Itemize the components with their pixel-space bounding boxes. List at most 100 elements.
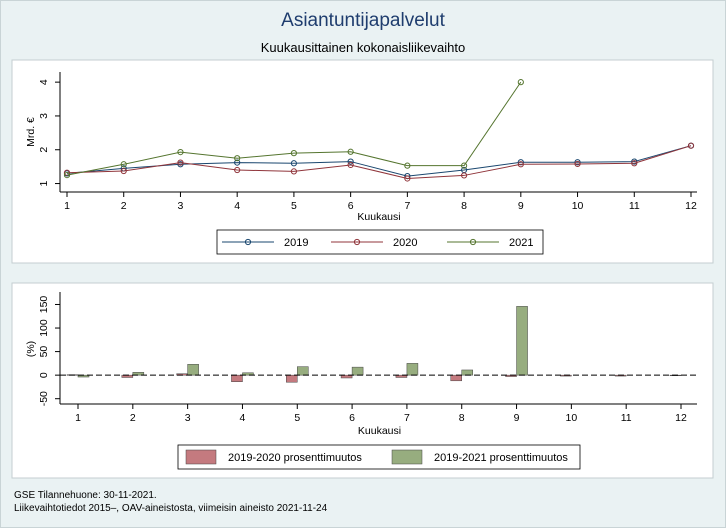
line-point-2021: [404, 162, 411, 169]
line-point-2021: [63, 171, 71, 179]
line-x-axis-title: Kuukausi: [357, 211, 400, 223]
bar-legend: 2019-2020 prosenttimuutos 2019-2021 prose…: [177, 444, 581, 470]
line-series-2019: [66, 145, 692, 177]
line-point-2020: [460, 172, 468, 179]
line-x-tick-label: 2: [121, 200, 127, 212]
bar-legend-swatch-bar2020: [185, 449, 217, 465]
line-x-tick-label: 6: [348, 200, 354, 212]
bar-y-tick-label: 0: [38, 372, 50, 378]
bar-x-tick-label: 1: [75, 412, 81, 424]
chart-title: Asiantuntijapalvelut: [281, 10, 445, 31]
bar-x-tick-label: 5: [294, 412, 300, 424]
line-point-2019: [631, 158, 638, 165]
bar-bar2020: [450, 374, 462, 382]
bar-bar2021: [297, 366, 309, 376]
line-legend-label: 2020: [393, 237, 417, 249]
bar-bar2021: [187, 364, 199, 376]
line-point-2021: [347, 148, 354, 155]
bar-bar2021: [351, 366, 364, 376]
line-x-tick-label: 10: [572, 200, 584, 212]
line-point-2020: [347, 161, 354, 169]
line-legend-label: 2021: [509, 237, 533, 249]
bar-x-tick-label: 6: [349, 412, 355, 424]
bar-bar2021: [242, 372, 254, 376]
bar-x-tick-label: 7: [404, 412, 410, 424]
bar-bar2020: [340, 374, 353, 379]
line-point-2020: [290, 168, 298, 175]
line-x-tick-label: 7: [404, 200, 410, 212]
line-point-2019: [517, 159, 524, 166]
line-chart-series: [63, 79, 695, 182]
line-point-2020: [687, 142, 695, 149]
bar-bar2020: [286, 374, 298, 383]
bar-x-tick-label: 9: [514, 412, 520, 424]
line-point-2021: [517, 79, 524, 86]
line-y-tick-label: 4: [38, 79, 50, 85]
line-legend-marker-2020: [353, 238, 361, 246]
line-y-tick-label: 1: [38, 180, 50, 186]
line-panel-background: [11, 59, 714, 264]
bar-x-tick-label: 10: [566, 412, 578, 424]
bar-bar2020: [395, 374, 408, 378]
bar-x-tick-label: 8: [459, 412, 465, 424]
line-point-2019: [234, 159, 241, 166]
line-point-2020: [517, 161, 524, 168]
line-x-tick-label: 11: [629, 200, 640, 212]
line-x-tick-label: 8: [461, 200, 467, 212]
chart-subtitle: Kuukausittainen kokonaisliikevaihto: [260, 40, 466, 55]
line-point-2021: [234, 155, 241, 162]
bar-x-axis-title: Kuukausi: [358, 425, 401, 437]
line-x-tick-label: 12: [685, 200, 697, 212]
line-x-tick-label: 5: [291, 200, 297, 212]
footer-notes: GSE Tilannehuone: 30-11-2021. Liikevaiht…: [14, 489, 327, 515]
bar-legend-box: [177, 444, 581, 470]
line-series-2021: [66, 81, 522, 176]
line-point-2021: [120, 161, 127, 168]
line-legend: 2019 2020 2021: [216, 229, 544, 255]
line-point-2021: [460, 162, 468, 169]
line-point-2020: [234, 166, 241, 174]
bar-y-tick-label: 100: [38, 319, 50, 337]
bar-y-axis-title: (%): [25, 341, 37, 357]
line-legend-marker-2019: [244, 238, 252, 246]
bar-chart-series: [60, 306, 697, 383]
bar-y-tick-label: 50: [38, 346, 50, 358]
line-point-2019: [574, 159, 581, 166]
bar-x-tick-label: 12: [675, 412, 687, 424]
bar-x-tick-label: 11: [621, 412, 632, 424]
line-y-axis-title: Mrd. €: [25, 117, 37, 147]
line-point-2019: [347, 158, 354, 165]
line-point-2020: [120, 167, 127, 175]
bar-legend-swatch-bar2021: [391, 449, 423, 465]
line-legend-label: 2019: [284, 237, 308, 249]
line-point-2019: [177, 161, 184, 168]
bar-legend-label: 2019-2021 prosenttimuutos: [434, 452, 568, 464]
line-point-2021: [290, 150, 298, 157]
line-point-2020: [63, 169, 71, 176]
bar-x-tick-label: 4: [240, 412, 246, 424]
bar-bar2021: [132, 372, 145, 376]
bar-x-tick-label: 2: [130, 412, 136, 424]
line-x-tick-label: 9: [518, 200, 524, 212]
bar-bar2020: [231, 374, 243, 382]
line-point-2020: [177, 159, 184, 166]
line-x-tick-label: 4: [234, 200, 240, 212]
bar-bar2021: [461, 369, 473, 376]
line-y-tick-label: 3: [38, 113, 50, 119]
bar-legend-label: 2019-2020 prosenttimuutos: [228, 452, 362, 464]
bar-bar2021: [516, 306, 528, 376]
line-point-2020: [631, 160, 638, 167]
bar-y-tick-label: 150: [38, 296, 50, 314]
line-y-tick-label: 2: [38, 147, 50, 153]
line-point-2020: [574, 160, 581, 168]
footer-line-2: Liikevaihtotiedot 2015–, OAV-aineistosta…: [14, 503, 328, 514]
bar-x-tick-label: 3: [185, 412, 191, 424]
footer-line-1: GSE Tilannehuone: 30-11-2021.: [14, 490, 157, 501]
line-point-2019: [290, 160, 298, 167]
bar-bar2021: [406, 363, 419, 376]
line-legend-marker-2021: [469, 238, 477, 246]
line-point-2021: [177, 149, 184, 156]
